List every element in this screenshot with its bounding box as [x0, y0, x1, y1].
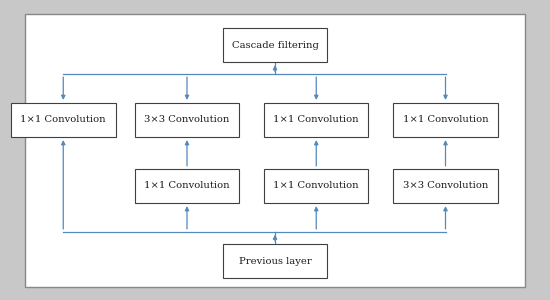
Text: 3×3 Convolution: 3×3 Convolution: [144, 116, 230, 124]
FancyBboxPatch shape: [264, 169, 368, 203]
FancyBboxPatch shape: [25, 14, 525, 286]
Text: Cascade filtering: Cascade filtering: [232, 40, 318, 50]
FancyBboxPatch shape: [135, 103, 239, 137]
Text: 1×1 Convolution: 1×1 Convolution: [403, 116, 488, 124]
Text: 1×1 Convolution: 1×1 Convolution: [273, 182, 359, 190]
FancyBboxPatch shape: [264, 103, 368, 137]
Text: 1×1 Convolution: 1×1 Convolution: [20, 116, 106, 124]
FancyBboxPatch shape: [223, 244, 327, 278]
FancyBboxPatch shape: [223, 28, 327, 62]
FancyBboxPatch shape: [135, 169, 239, 203]
FancyBboxPatch shape: [393, 169, 498, 203]
Text: 3×3 Convolution: 3×3 Convolution: [403, 182, 488, 190]
Text: 1×1 Convolution: 1×1 Convolution: [144, 182, 230, 190]
Text: 1×1 Convolution: 1×1 Convolution: [273, 116, 359, 124]
Text: Previous layer: Previous layer: [239, 256, 311, 266]
FancyBboxPatch shape: [11, 103, 116, 137]
FancyBboxPatch shape: [393, 103, 498, 137]
